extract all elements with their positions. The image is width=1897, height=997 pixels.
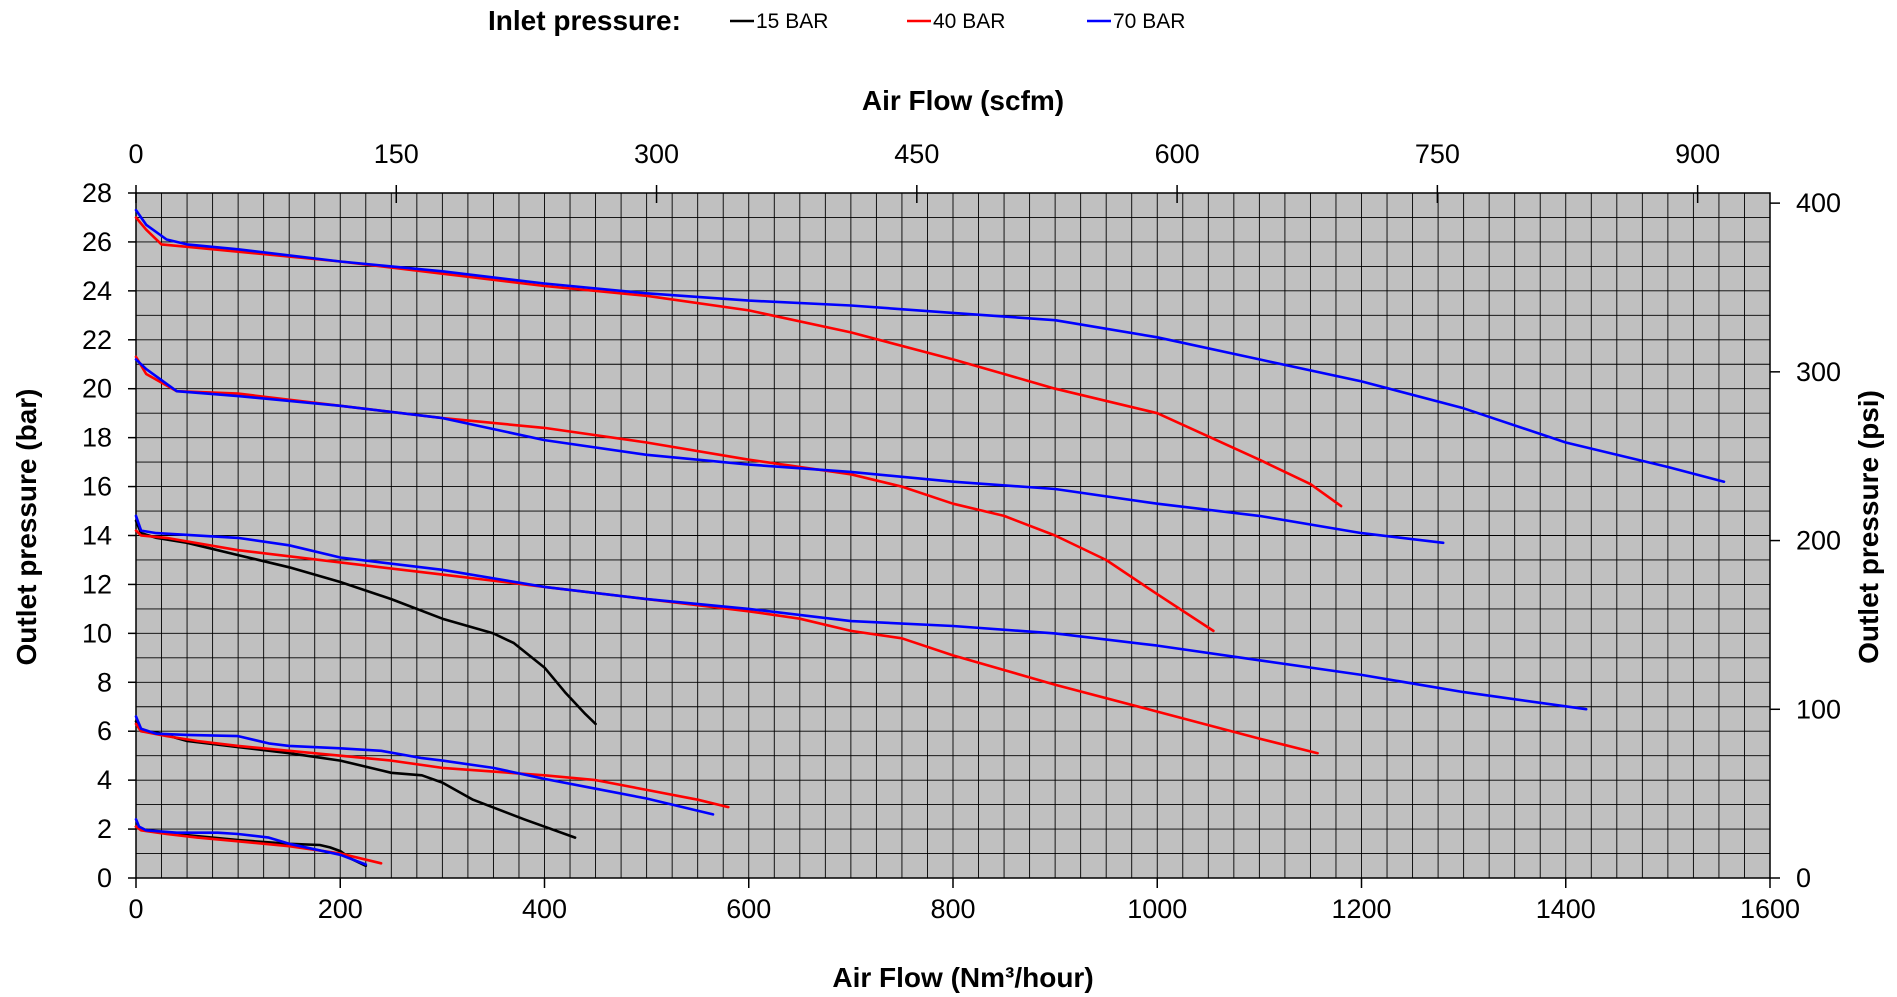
series-line-15-bar-6: [134, 519, 597, 726]
x-top-tick-label: 900: [1675, 139, 1720, 169]
x-top-tick-label: 150: [374, 139, 419, 169]
y-right-tick-label: 200: [1796, 526, 1841, 556]
x-top-tick-label: 0: [128, 139, 143, 169]
x-bottom-tick-label: 200: [318, 894, 363, 924]
y-right-axis-title: Outlet pressure (psi): [1853, 390, 1884, 664]
legend-label-15-bar: 15 BAR: [756, 10, 828, 33]
y-right-tick-label: 100: [1796, 694, 1841, 724]
y-left-tick-label: 4: [97, 765, 112, 795]
y-left-tick-label: 0: [97, 863, 112, 893]
y-right-tick-label: 400: [1796, 188, 1841, 218]
y-left-tick-label: 16: [82, 472, 112, 502]
x-bottom-tick-label: 600: [726, 894, 771, 924]
x-top-tick-label: 450: [894, 139, 939, 169]
legend-title: Inlet pressure:: [488, 5, 681, 36]
x-bottom-tick-label: 0: [128, 894, 143, 924]
series-line-40-bar-9: [134, 355, 1215, 633]
y-left-tick-label: 20: [82, 374, 112, 404]
y-left-tick-label: 8: [97, 667, 112, 697]
y-left-tick-label: 18: [82, 423, 112, 453]
y-right-tick-label: 0: [1796, 863, 1811, 893]
y-left-tick-label: 10: [82, 618, 112, 648]
legend-entry-40-bar: 40 BAR: [907, 10, 1005, 33]
y-left-tick-label: 12: [82, 569, 112, 599]
series-line-70-bar-2: [134, 817, 368, 866]
y-left-axis-title: Outlet pressure (bar): [11, 389, 42, 666]
y-right-tick-label: 300: [1796, 357, 1841, 387]
x-top-axis-title: Air Flow (scfm): [862, 85, 1064, 116]
legend-entry-15-bar: 15 BAR: [730, 10, 828, 33]
x-bottom-tick-label: 1000: [1127, 894, 1187, 924]
x-bottom-tick-label: 1400: [1536, 894, 1596, 924]
series-line-70-bar-5: [134, 715, 715, 816]
x-bottom-tick-label: 1600: [1740, 894, 1800, 924]
y-left-tick-label: 2: [97, 814, 112, 844]
series-line-70-bar-10: [134, 358, 1445, 545]
y-left-tick-label: 14: [82, 521, 112, 551]
series-line-70-bar-8: [134, 514, 1588, 711]
x-bottom-tick-label: 400: [522, 894, 567, 924]
x-top-tick-label: 300: [634, 139, 679, 169]
series-line-40-bar-4: [134, 722, 730, 809]
x-bottom-tick-label: 800: [930, 894, 975, 924]
series-line-70-bar-12: [134, 208, 1726, 484]
y-left-tick-label: 24: [82, 276, 112, 306]
legend-label-40-bar: 40 BAR: [933, 10, 1005, 33]
y-left-tick-label: 28: [82, 178, 112, 208]
x-bottom-tick-label: 1200: [1331, 894, 1391, 924]
x-bottom-axis-title: Air Flow (Nm³/hour): [832, 962, 1093, 993]
series-lines: [134, 208, 1726, 868]
legend: Inlet pressure: 15 BAR 40 BAR 70 BAR: [488, 5, 1185, 36]
legend-label-70-bar: 70 BAR: [1113, 10, 1185, 33]
series-line-40-bar-11: [134, 216, 1343, 508]
x-top-tick-label: 600: [1155, 139, 1200, 169]
y-left-tick-label: 6: [97, 716, 112, 746]
series-line-40-bar-7: [134, 529, 1319, 755]
legend-entry-70-bar: 70 BAR: [1087, 10, 1185, 33]
y-left-tick-label: 22: [82, 325, 112, 355]
x-top-tick-label: 750: [1415, 139, 1460, 169]
y-left-tick-label: 26: [82, 227, 112, 257]
